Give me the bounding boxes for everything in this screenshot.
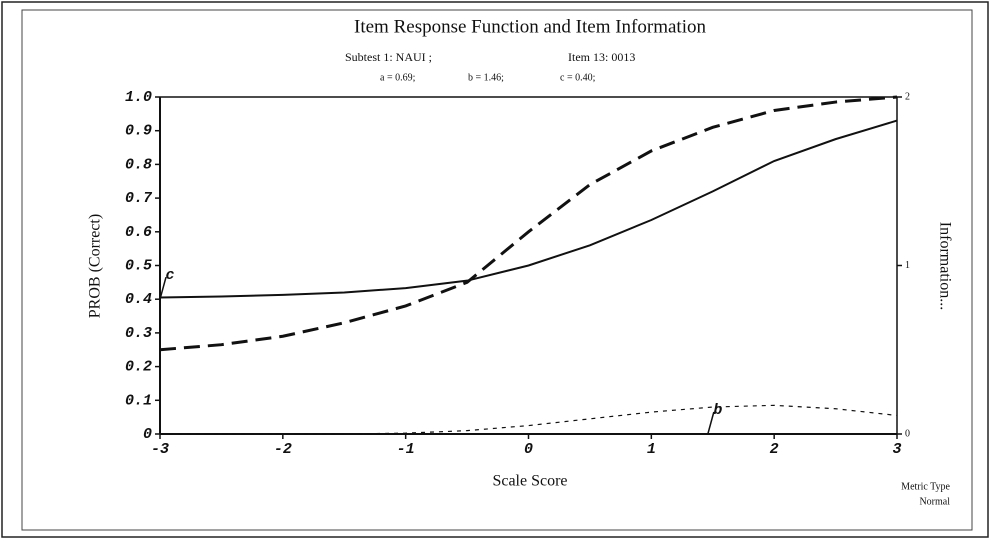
y-tick-label: 0.9 xyxy=(125,123,152,140)
y-tick-label: 0.2 xyxy=(125,359,152,376)
y-tick-label: 0.3 xyxy=(125,325,152,342)
y-tick-label: 0.5 xyxy=(125,257,152,274)
subtitle: Subtest 1: NAUI ; xyxy=(345,50,432,64)
y-axis-label: PROB (Correct) xyxy=(87,214,104,318)
x-axis-label: Scale Score xyxy=(492,473,567,490)
annotation: c xyxy=(165,267,174,284)
curve xyxy=(159,119,898,299)
x-tick-label: -3 xyxy=(151,441,169,458)
x-tick-label: 0 xyxy=(524,441,533,458)
chart-title: Item Response Function and Item Informat… xyxy=(354,16,706,37)
y2-tick-label: 2 xyxy=(905,91,910,102)
y-tick-label: 0.7 xyxy=(125,190,153,207)
y-tick-label: 0.1 xyxy=(125,392,152,409)
curve xyxy=(160,404,898,435)
annotation-pointer xyxy=(159,277,167,300)
annotation: b xyxy=(713,402,722,419)
chart-frame xyxy=(21,9,973,531)
y-tick-label: 0.6 xyxy=(125,224,152,241)
x-tick-label: -1 xyxy=(397,441,415,458)
curve xyxy=(159,95,898,352)
parameter: b = 1.46; xyxy=(468,72,504,83)
annotation-pointer xyxy=(707,411,715,435)
x-tick-label: 1 xyxy=(647,441,656,458)
y2-axis-label: Information... xyxy=(936,222,953,310)
y2-tick-label: 0 xyxy=(905,428,910,439)
parameter: a = 0.69; xyxy=(380,72,416,83)
footer: Metric Type xyxy=(901,481,950,492)
x-tick-label: 2 xyxy=(770,441,779,458)
x-tick-label: 3 xyxy=(892,441,901,458)
x-tick-label: -2 xyxy=(274,441,292,458)
y2-tick-label: 1 xyxy=(905,260,910,271)
footer: Normal xyxy=(919,496,950,507)
y-tick-label: 0.8 xyxy=(125,156,152,173)
y-tick-label: 1.0 xyxy=(125,89,152,106)
subtitle: Item 13: 0013 xyxy=(568,50,635,64)
y-tick-label: 0 xyxy=(143,426,152,443)
parameter: c = 0.40; xyxy=(560,72,596,83)
y-tick-label: 0.4 xyxy=(125,291,152,308)
